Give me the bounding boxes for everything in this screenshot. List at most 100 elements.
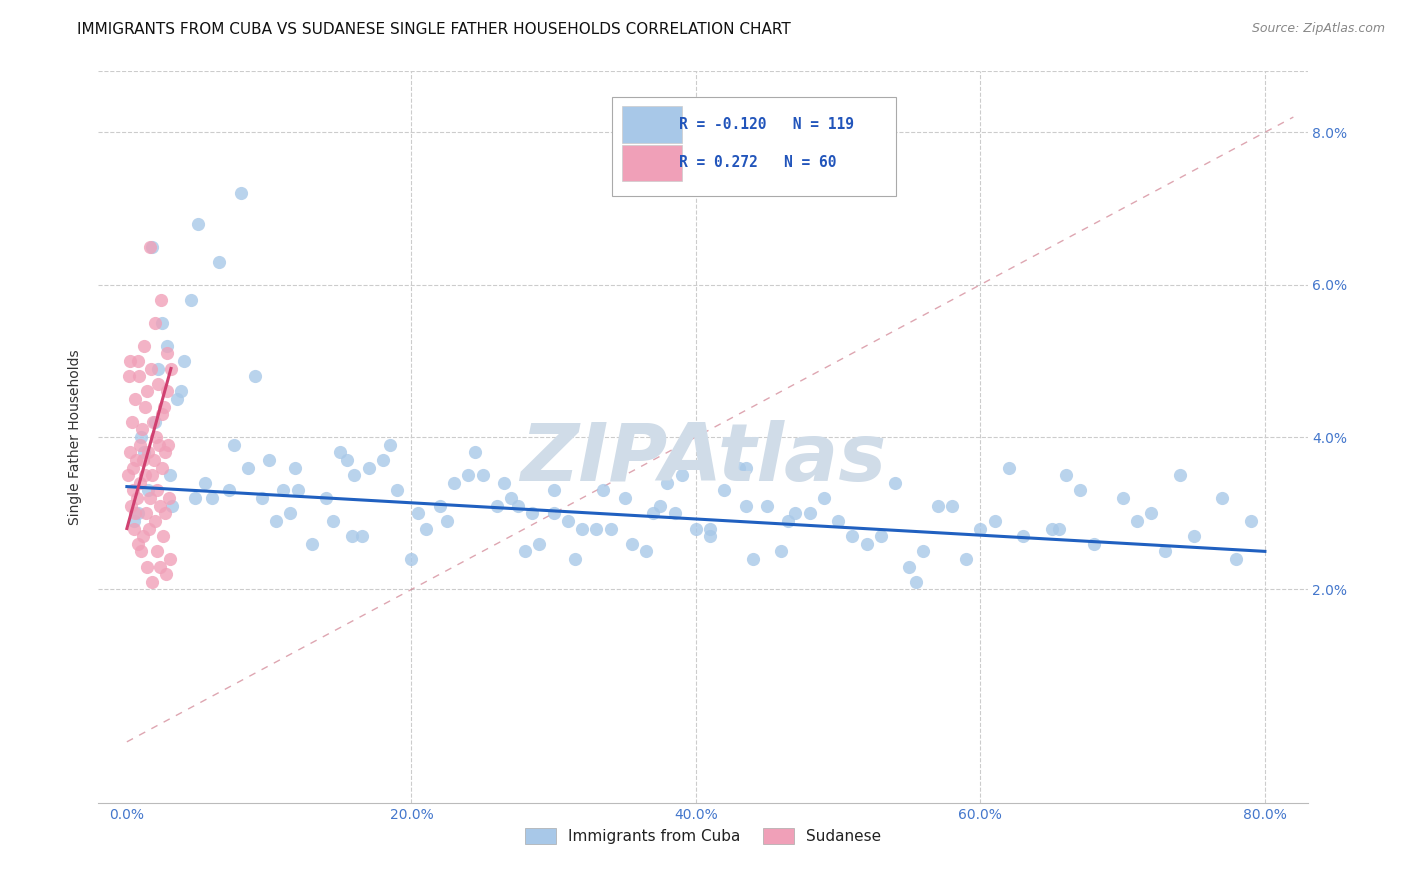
Text: ZIPAtlas: ZIPAtlas [520, 420, 886, 498]
Point [457, 468, 479, 483]
Point [125, 453, 148, 467]
Point [955, 552, 977, 566]
Point [1069, 483, 1091, 498]
Point [599, 521, 621, 535]
Point [124, 392, 146, 406]
Point [132, 529, 155, 543]
Point [813, 491, 835, 505]
Point [117, 468, 139, 483]
Point [166, 392, 188, 406]
Point [664, 506, 686, 520]
Point [131, 453, 153, 467]
Point [121, 415, 143, 429]
Text: R = -0.120   N = 119: R = -0.120 N = 119 [679, 117, 853, 132]
Point [799, 506, 821, 520]
Point [149, 559, 172, 574]
Point [124, 506, 146, 520]
Point [152, 529, 174, 543]
Point [135, 506, 157, 520]
Point [250, 491, 273, 505]
Point [143, 415, 166, 429]
Point [592, 483, 614, 498]
Point [378, 438, 401, 452]
Point [229, 186, 252, 201]
Point [350, 529, 373, 543]
Point [145, 483, 167, 498]
Text: Source: ZipAtlas.com: Source: ZipAtlas.com [1251, 22, 1385, 36]
Point [1111, 491, 1133, 505]
Point [969, 521, 991, 535]
Point [129, 438, 152, 452]
Point [280, 506, 302, 520]
Point [869, 529, 891, 543]
Point [138, 521, 160, 535]
Point [657, 475, 679, 490]
Point [273, 483, 295, 498]
FancyBboxPatch shape [621, 145, 682, 181]
Point [257, 453, 280, 467]
Point [132, 339, 155, 353]
Point [408, 506, 430, 520]
Point [122, 521, 145, 535]
Point [157, 438, 180, 452]
Point [134, 400, 156, 414]
Point [128, 475, 150, 490]
Point [127, 537, 149, 551]
Point [153, 445, 176, 459]
Point [194, 475, 217, 490]
Point [841, 529, 863, 543]
Point [149, 499, 172, 513]
Point [443, 475, 465, 490]
Point [734, 460, 756, 475]
Point [121, 460, 143, 475]
Point [142, 453, 165, 467]
Text: R = 0.272   N = 60: R = 0.272 N = 60 [679, 155, 837, 170]
Point [741, 552, 763, 566]
Point [564, 552, 586, 566]
Point [135, 559, 157, 574]
Point [785, 506, 807, 520]
Point [139, 491, 162, 505]
Point [139, 361, 162, 376]
Point [713, 483, 735, 498]
Point [162, 499, 184, 513]
Point [650, 499, 672, 513]
Point [136, 445, 159, 459]
Point [855, 537, 877, 551]
Point [236, 460, 259, 475]
Point [699, 529, 721, 543]
Point [156, 339, 179, 353]
Point [322, 514, 344, 528]
Point [173, 354, 195, 368]
Point [153, 400, 176, 414]
Point [905, 574, 928, 589]
Point [340, 529, 363, 543]
Point [727, 460, 749, 475]
Point [120, 499, 142, 513]
Point [371, 453, 394, 467]
FancyBboxPatch shape [621, 106, 682, 143]
Point [1083, 537, 1105, 551]
Point [134, 468, 156, 483]
Point [385, 483, 408, 498]
Point [264, 514, 287, 528]
Point [141, 574, 163, 589]
Point [301, 537, 323, 551]
Point [148, 438, 170, 452]
Point [141, 468, 163, 483]
Point [170, 384, 193, 399]
Point [1154, 544, 1177, 558]
Point [218, 483, 240, 498]
Point [912, 544, 935, 558]
Point [1211, 491, 1233, 505]
Point [506, 499, 529, 513]
Point [155, 567, 177, 582]
Legend: Immigrants from Cuba, Sudanese: Immigrants from Cuba, Sudanese [519, 822, 887, 850]
Point [685, 521, 707, 535]
Point [529, 537, 551, 551]
Point [208, 255, 231, 269]
Y-axis label: Single Father Households: Single Father Households [69, 350, 83, 524]
Point [131, 422, 153, 436]
Point [671, 468, 693, 483]
Point [515, 544, 537, 558]
